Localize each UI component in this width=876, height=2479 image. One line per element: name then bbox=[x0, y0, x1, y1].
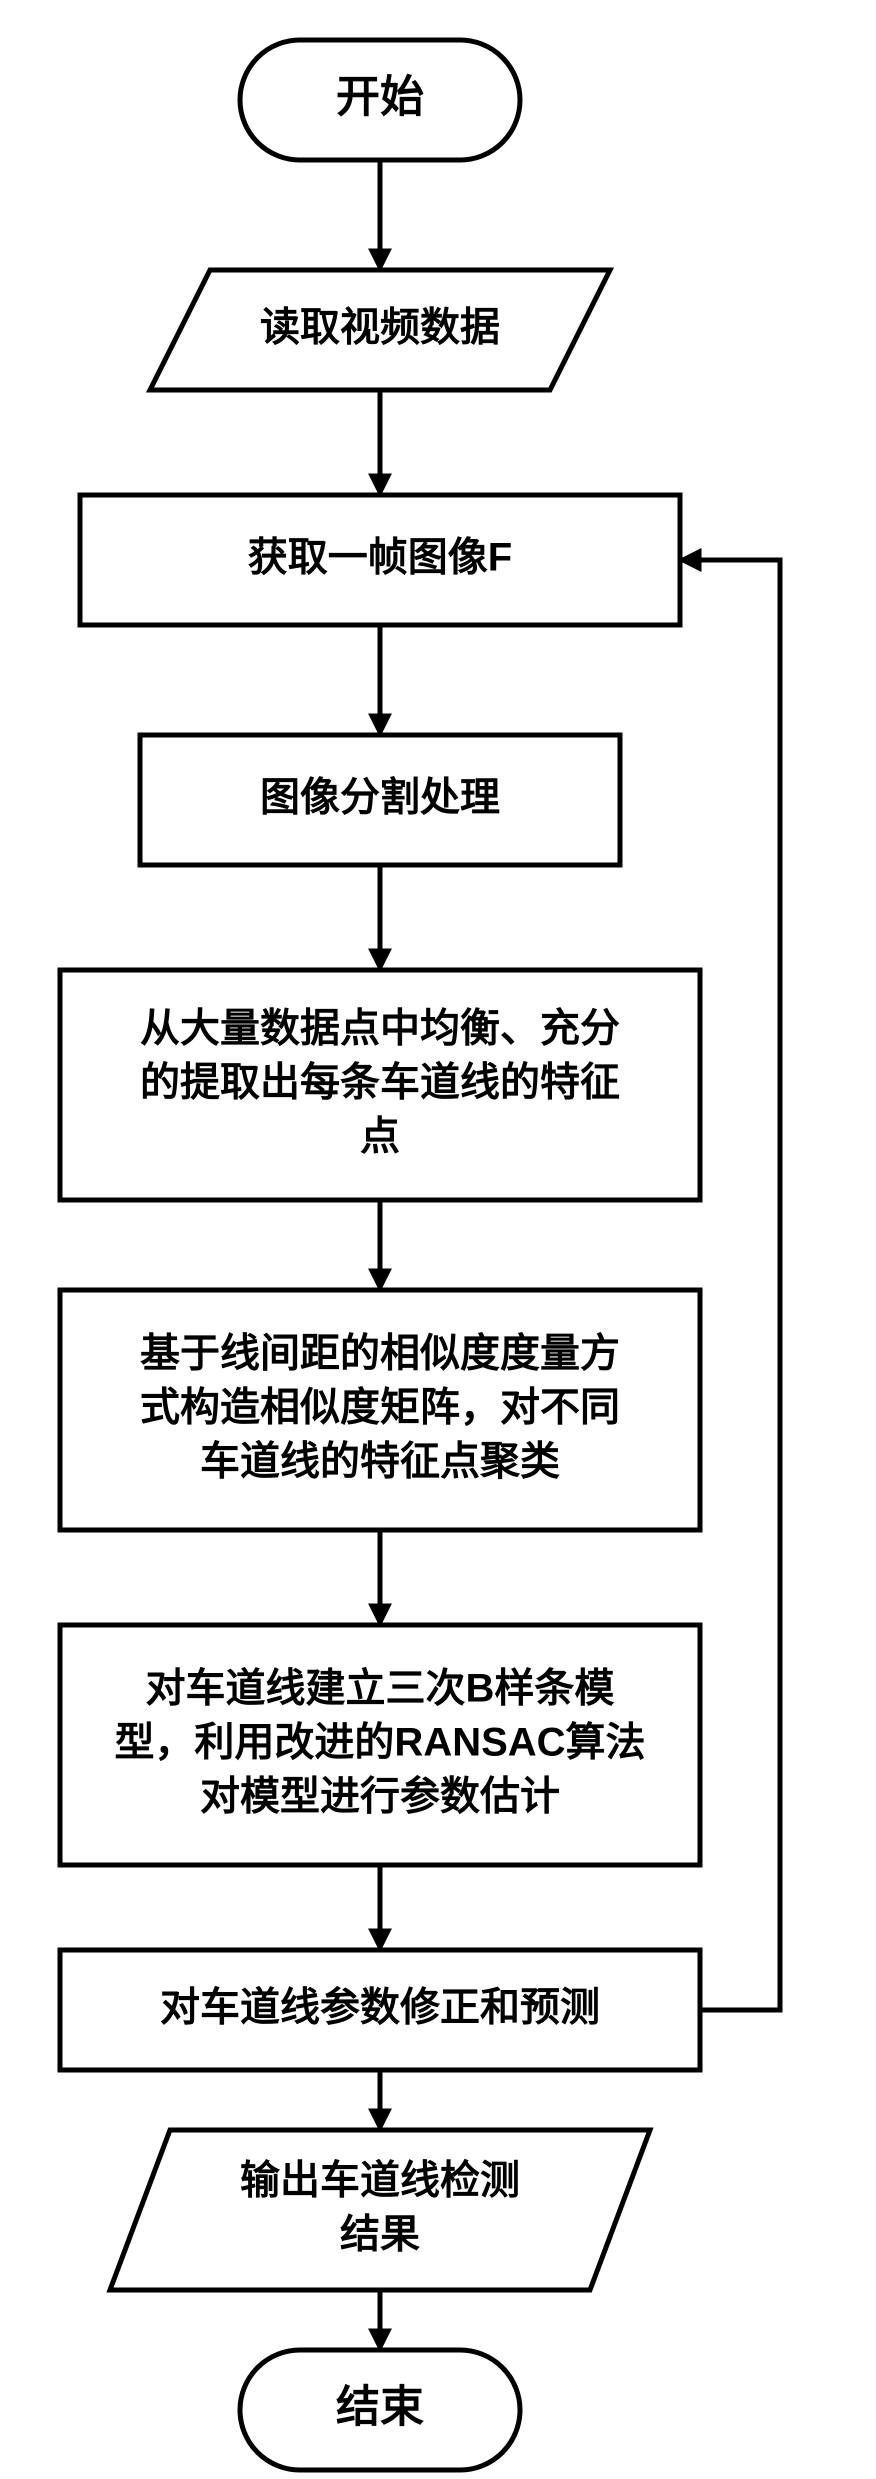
node-label: 获取一帧图像F bbox=[248, 536, 512, 580]
node-label: 对车道线建立三次B样条模 bbox=[146, 1667, 615, 1711]
node-p1: 获取一帧图像F bbox=[80, 495, 680, 625]
node-label: 从大量数据点中均衡、充分 bbox=[140, 1007, 620, 1051]
node-label: 型，利用改进的RANSAC算法 bbox=[114, 1721, 645, 1765]
node-label: 结束 bbox=[336, 2383, 424, 2432]
node-label: 图像分割处理 bbox=[260, 776, 500, 820]
node-label: 车道线的特征点聚类 bbox=[200, 1440, 560, 1484]
node-p3: 从大量数据点中均衡、充分的提取出每条车道线的特征点 bbox=[60, 970, 700, 1200]
node-label: 点 bbox=[360, 1115, 400, 1159]
node-io2: 输出车道线检测结果 bbox=[110, 2130, 650, 2290]
node-label: 读取视频数据 bbox=[260, 306, 500, 350]
node-p2: 图像分割处理 bbox=[140, 735, 620, 865]
node-label: 结果 bbox=[340, 2213, 420, 2257]
node-label: 式构造相似度矩阵，对不同 bbox=[140, 1386, 620, 1430]
node-end: 结束 bbox=[240, 2350, 520, 2470]
node-start: 开始 bbox=[240, 40, 520, 160]
node-label: 对车道线参数修正和预测 bbox=[160, 1986, 600, 2030]
node-label: 基于线间距的相似度度量方 bbox=[140, 1332, 620, 1376]
node-label: 对模型进行参数估计 bbox=[200, 1775, 560, 1819]
node-shape bbox=[110, 2130, 650, 2290]
node-label: 输出车道线检测 bbox=[240, 2159, 520, 2203]
flowchart: 开始读取视频数据获取一帧图像F 图像分割处理从大量数据点中均衡、充分的提取出每条车… bbox=[0, 0, 876, 2479]
node-io1: 读取视频数据 bbox=[150, 270, 610, 390]
node-p6: 对车道线参数修正和预测 bbox=[60, 1950, 700, 2070]
node-label: 开始 bbox=[336, 73, 424, 122]
node-p4: 基于线间距的相似度度量方式构造相似度矩阵，对不同车道线的特征点聚类 bbox=[60, 1290, 700, 1530]
node-p5: 对车道线建立三次B样条模型，利用改进的RANSAC算法对模型进行参数估计 bbox=[60, 1625, 700, 1865]
node-label: 的提取出每条车道线的特征 bbox=[140, 1061, 620, 1105]
